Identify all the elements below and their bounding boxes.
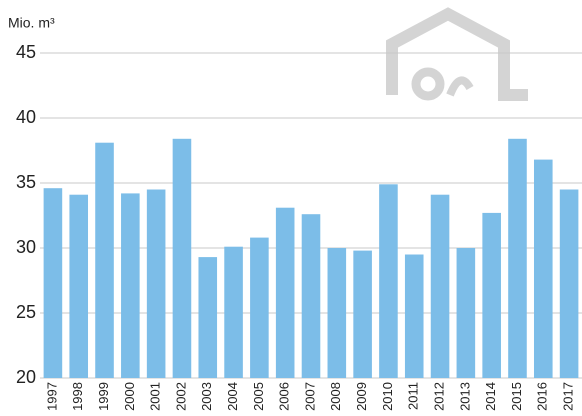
y-tick-label: 20: [16, 367, 36, 387]
y-tick-label: 45: [16, 42, 36, 62]
y-axis-label: Mio. m³: [8, 15, 55, 31]
bar: [404, 254, 424, 378]
bar: [508, 138, 527, 378]
x-tick-label: 2011: [406, 382, 421, 410]
bar: [43, 188, 63, 378]
x-tick-label: 1998: [70, 382, 85, 411]
x-tick-label: 2012: [431, 382, 446, 411]
x-tick-label: 2017: [561, 382, 576, 411]
x-tick-label: 2013: [457, 382, 472, 411]
y-tick-label: 30: [16, 237, 36, 257]
bar: [224, 246, 243, 378]
bar: [172, 138, 192, 378]
logo: [386, 7, 528, 101]
x-tick-label: 2009: [354, 382, 369, 411]
bar: [250, 237, 269, 378]
x-tick-label: 2004: [225, 382, 240, 411]
bar: [275, 207, 295, 378]
x-tick-label: 2014: [483, 382, 498, 411]
bar: [430, 194, 450, 378]
bar: [353, 250, 372, 378]
bar: [301, 214, 321, 378]
bar: [559, 189, 579, 378]
bar: [146, 189, 166, 378]
x-tick-label: 2003: [199, 382, 214, 411]
x-tick-label: 2001: [148, 382, 163, 411]
x-tick-label: 1999: [96, 382, 111, 411]
bar: [327, 248, 347, 378]
x-tick-label: 2016: [535, 382, 550, 411]
x-tick-label: 2002: [173, 382, 188, 411]
x-tick-label: 2005: [251, 382, 266, 411]
bar: [482, 212, 501, 378]
x-tick-label: 2008: [328, 382, 343, 411]
x-tick-label: 1997: [44, 382, 59, 411]
x-tick-label: 2000: [122, 382, 137, 411]
bar: [379, 184, 398, 378]
bar: [95, 142, 114, 378]
y-tick-label: 35: [16, 172, 36, 192]
x-tick-label: 2010: [380, 382, 395, 411]
x-tick-label: 2015: [509, 382, 524, 411]
bar: [533, 159, 553, 378]
y-tick-label: 40: [16, 107, 36, 127]
y-tick-label: 25: [16, 302, 36, 322]
bar: [69, 194, 89, 378]
bar: [121, 193, 140, 378]
bar: [456, 248, 476, 378]
x-tick-label: 2006: [277, 382, 292, 411]
x-tick-label: 2007: [302, 382, 317, 411]
bar: [198, 257, 218, 378]
